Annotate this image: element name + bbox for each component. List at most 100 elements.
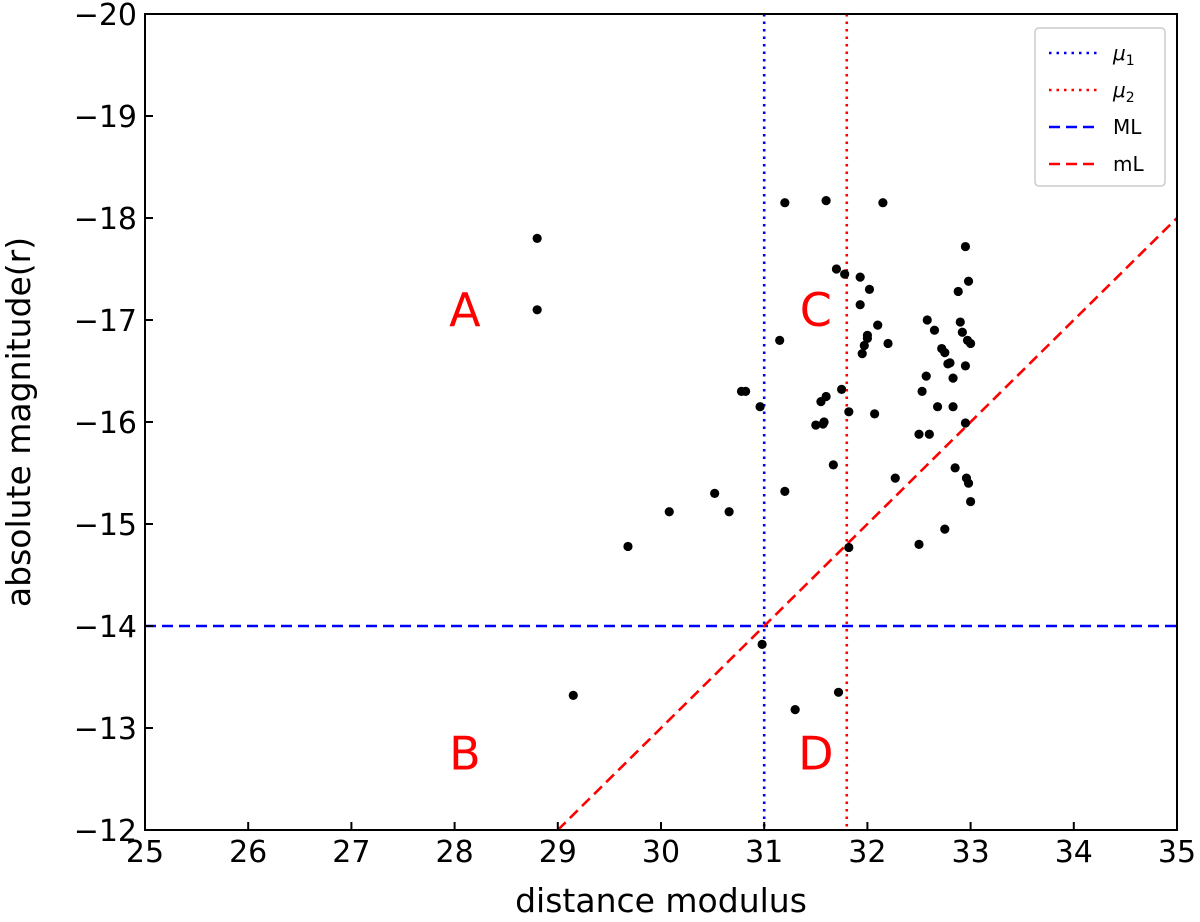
region-label-c: C [800, 283, 832, 337]
data-point [775, 335, 785, 345]
x-tick-label: 34 [1055, 835, 1093, 870]
x-tick-label: 32 [848, 835, 886, 870]
data-point [929, 325, 940, 335]
legend-label: ML [1113, 115, 1142, 139]
y-axis-title: absolute magnitude(r) [0, 237, 38, 607]
x-tick-label: 33 [952, 835, 990, 870]
x-tick-label: 27 [332, 835, 370, 870]
data-point [821, 196, 831, 206]
data-point [840, 269, 850, 279]
x-tick-label: 26 [229, 835, 267, 870]
data-point [741, 386, 751, 396]
data-point [870, 409, 880, 419]
data-point [883, 338, 893, 349]
x-axis-title: distance modulus [515, 881, 807, 920]
data-point [859, 340, 869, 351]
data-point [757, 639, 767, 649]
data-point [833, 687, 844, 697]
data-point [953, 286, 963, 297]
data-point [924, 429, 934, 439]
data-point [950, 463, 960, 473]
legend: μ1 μ2 ML mL [1034, 27, 1166, 187]
data-point [914, 429, 924, 439]
data-point [664, 507, 674, 517]
data-point [780, 486, 790, 496]
data-points [532, 196, 976, 715]
x-tick-label: 30 [642, 835, 680, 870]
y-tick-label: −17 [74, 304, 137, 339]
region-labels: A B C D [449, 283, 833, 781]
data-point [878, 198, 888, 208]
y-tick-label: −20 [74, 0, 137, 33]
data-point [921, 371, 931, 381]
data-point [828, 460, 838, 470]
x-tick-label: 28 [436, 835, 474, 870]
reference-lines [145, 14, 1178, 831]
data-point [855, 272, 865, 282]
data-point [532, 233, 542, 243]
data-point [945, 358, 955, 368]
data-point [790, 705, 800, 715]
data-point [724, 507, 734, 517]
data-point [960, 241, 971, 252]
y-tick-label: −14 [74, 610, 137, 645]
y-tick-label: −12 [74, 814, 137, 849]
y-tick-label: −15 [74, 508, 137, 543]
data-point [864, 284, 875, 294]
data-point [922, 315, 932, 325]
data-point [844, 542, 854, 553]
data-point [960, 361, 971, 371]
y-axis-ticks: −12 −13 −14 −15 −16 −17 −18 −19 −20 [74, 0, 153, 849]
data-point [755, 402, 765, 412]
y-tick-label: −18 [74, 202, 137, 237]
data-point [780, 198, 790, 208]
data-point [917, 386, 927, 396]
legend-box [1034, 27, 1166, 187]
x-tick-label: 29 [539, 835, 577, 870]
legend-label: μ1 [1112, 41, 1135, 69]
data-point [873, 320, 883, 330]
region-label-d: D [798, 727, 833, 781]
data-point [955, 317, 965, 327]
plot-background [145, 14, 1177, 830]
data-point [837, 384, 847, 394]
data-point [855, 300, 865, 310]
y-tick-label: −13 [74, 712, 137, 747]
data-point [857, 349, 867, 359]
data-point [914, 539, 924, 550]
reference-line-ml [556, 217, 1178, 831]
data-point [890, 473, 900, 483]
data-point [831, 264, 842, 274]
data-point [963, 478, 974, 488]
data-point [532, 305, 542, 315]
data-point [623, 541, 633, 552]
region-label-b: B [449, 727, 481, 781]
legend-label: mL [1113, 152, 1144, 176]
data-point [710, 488, 720, 498]
data-point [862, 330, 873, 340]
data-point [568, 690, 578, 700]
data-point [966, 496, 976, 507]
data-point [948, 373, 958, 383]
x-axis-ticks: 25 26 27 28 29 30 31 32 33 34 35 [126, 822, 1196, 870]
data-point [966, 338, 976, 349]
x-tick-label: 31 [745, 835, 783, 870]
data-point [811, 420, 821, 430]
data-point [948, 402, 958, 412]
data-point [844, 407, 854, 417]
y-tick-label: −16 [74, 406, 137, 441]
data-point [963, 276, 974, 286]
data-point [957, 327, 967, 337]
data-point [940, 348, 950, 358]
region-label-a: A [449, 283, 481, 337]
data-point [940, 524, 950, 534]
x-tick-label: 25 [126, 835, 164, 870]
legend-label: μ2 [1112, 78, 1135, 106]
data-point [960, 418, 971, 428]
y-tick-label: −19 [74, 100, 137, 135]
data-point [821, 391, 831, 402]
data-point [932, 402, 943, 412]
x-tick-label: 35 [1158, 835, 1196, 870]
data-point [819, 417, 829, 427]
